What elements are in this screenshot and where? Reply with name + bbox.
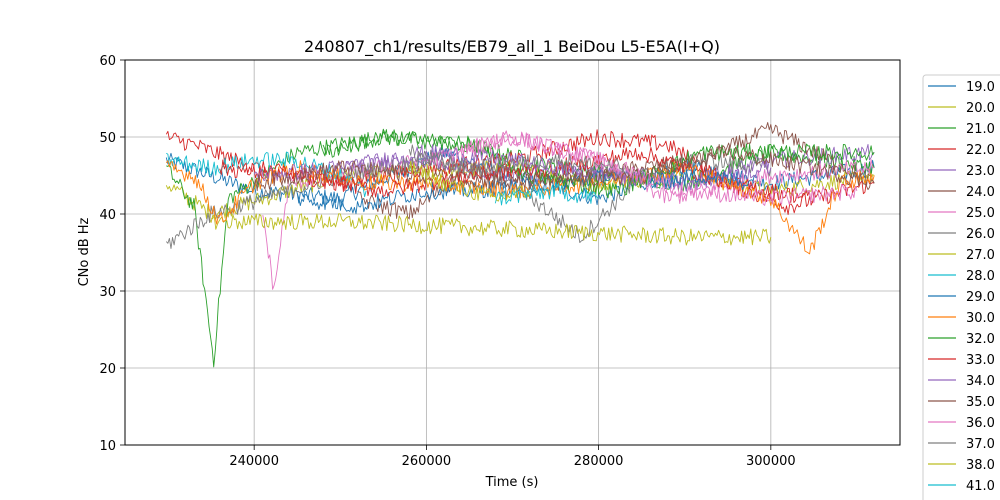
legend-label: 29.0 [966, 290, 995, 305]
legend-label: 32.0 [966, 332, 995, 347]
legend-label: 28.0 [966, 269, 995, 284]
series-line-27.0 [211, 213, 772, 246]
legend-label: 22.0 [966, 143, 995, 158]
series-group [165, 122, 875, 368]
y-ticks: 10 20 30 40 50 60 [99, 54, 125, 454]
y-tick-label: 60 [99, 54, 116, 69]
legend-box [922, 74, 1000, 500]
x-ticks: 240000 260000 280000 300000 [229, 445, 796, 469]
series-line-36.0 [460, 130, 858, 206]
chart-title: 240807_ch1/results/EB79_all_1 BeiDou L5-… [304, 37, 720, 57]
x-tick-label: 240000 [229, 454, 279, 469]
series-line-41.0 [494, 182, 599, 206]
x-tick-label: 280000 [574, 454, 624, 469]
series-line-37.0 [408, 144, 625, 175]
y-tick-label: 10 [99, 439, 116, 454]
legend-label: 19.0 [966, 80, 995, 95]
y-tick-label: 20 [99, 362, 116, 377]
legend: 19.0 20.0 21.0 22.0 23.0 24.0 25.0 26.0 27.0 28.0… [922, 74, 1000, 500]
legend-label: 35.0 [966, 395, 995, 410]
series-line-22.0 [165, 129, 875, 216]
y-tick-label: 30 [99, 285, 116, 300]
series-line-35.0 [253, 145, 875, 192]
series-line-42.0 [649, 169, 755, 190]
legend-label: 37.0 [966, 437, 995, 452]
legend-label: 23.0 [966, 164, 995, 179]
legend-label: 27.0 [966, 248, 995, 263]
series-line-32.0 [322, 129, 875, 199]
series-line-38.0 [408, 160, 531, 202]
plot-frame [124, 59, 901, 446]
legend-label: 20.0 [966, 101, 995, 116]
x-tick-label: 300000 [746, 454, 796, 469]
y-tick-label: 40 [99, 208, 116, 223]
legend-label: 33.0 [966, 353, 995, 368]
legend-label: 41.0 [966, 479, 995, 494]
legend-label: 25.0 [966, 206, 995, 221]
legend-label: 21.0 [966, 122, 995, 137]
legend-label: 34.0 [966, 374, 995, 389]
legend-label: 24.0 [966, 185, 995, 200]
legend-label: 38.0 [966, 458, 995, 473]
y-tick-label: 50 [99, 131, 116, 146]
legend-label: 36.0 [966, 416, 995, 431]
y-axis-label: CNo dB Hz [77, 217, 92, 286]
legend-label: 30.0 [966, 311, 995, 326]
x-tick-label: 260000 [402, 454, 452, 469]
x-axis-label: Time (s) [485, 475, 539, 490]
legend-label: 26.0 [966, 227, 995, 242]
